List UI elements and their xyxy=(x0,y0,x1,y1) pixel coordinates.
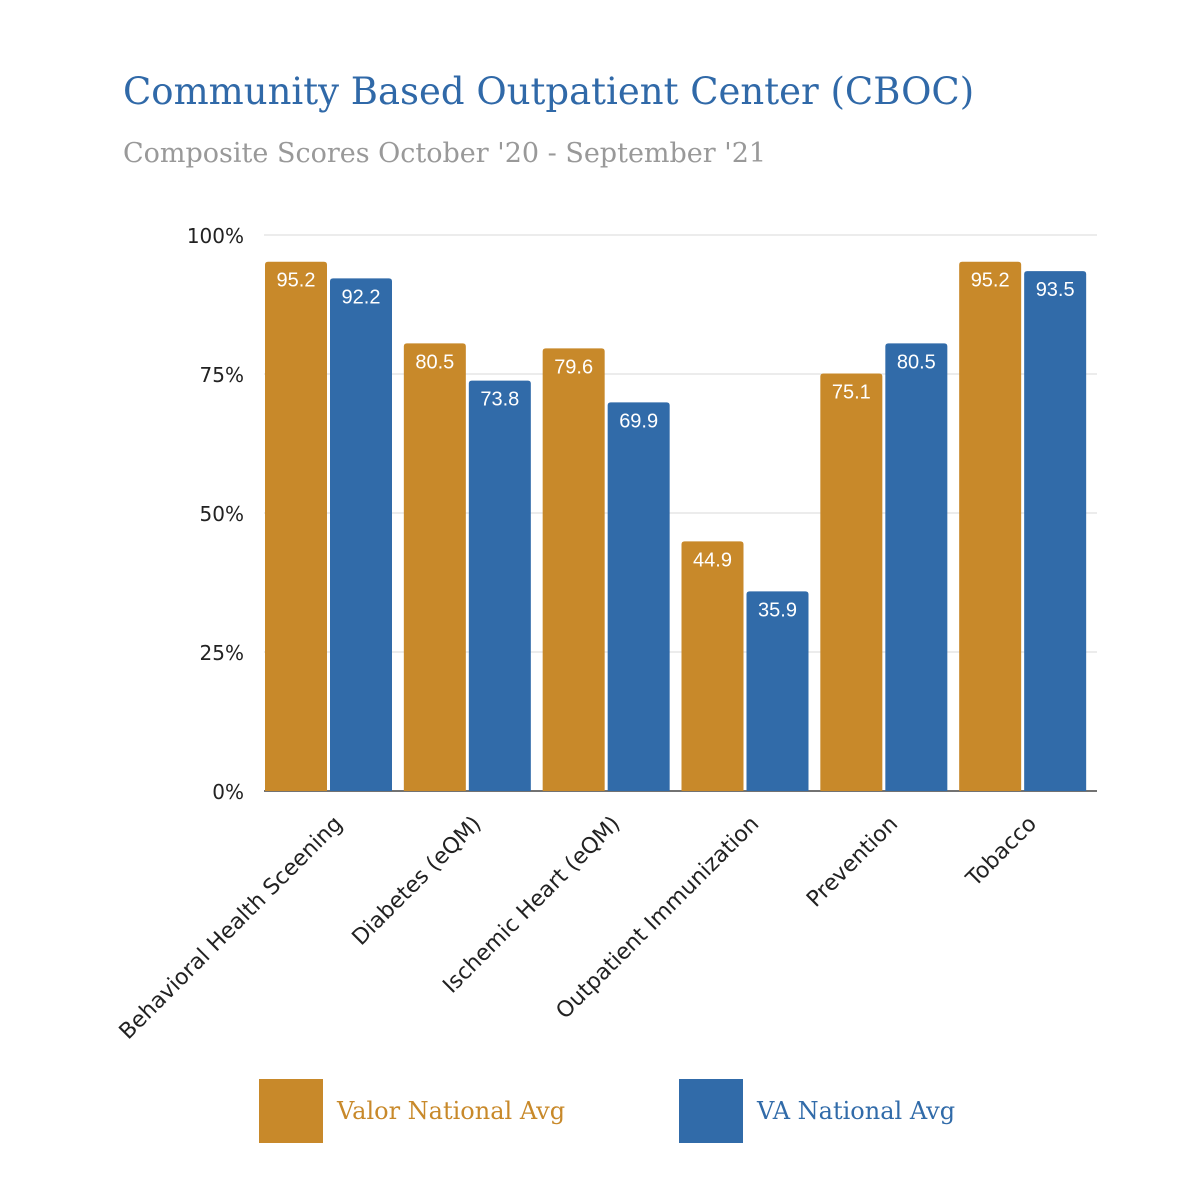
data-label: 35.9 xyxy=(758,599,797,621)
data-label: 79.6 xyxy=(554,356,593,378)
bar xyxy=(885,343,948,791)
y-tick-label: 50% xyxy=(200,502,244,526)
y-tick-label: 100% xyxy=(187,224,244,248)
data-label: 69.9 xyxy=(619,410,658,432)
y-tick-label: 25% xyxy=(200,641,244,665)
data-label: 73.8 xyxy=(480,389,519,411)
x-tick-label: Tobacco xyxy=(961,812,1042,893)
x-tick-label: Prevention xyxy=(802,812,903,913)
y-tick-label: 0% xyxy=(212,780,244,804)
data-label: 80.5 xyxy=(897,351,936,373)
bar xyxy=(468,380,531,791)
y-tick-label: 75% xyxy=(200,363,244,387)
bar xyxy=(330,278,392,791)
x-tick-label: Diabetes (eQM) xyxy=(348,812,487,951)
data-label: 95.2 xyxy=(971,270,1010,292)
bar xyxy=(542,348,605,791)
x-tick-label: Behavioral Health Sceening xyxy=(115,812,348,1045)
data-label: 93.5 xyxy=(1036,279,1075,301)
bar xyxy=(403,343,466,791)
bar xyxy=(607,402,670,791)
legend-item-valor: Valor National Avg xyxy=(259,1079,565,1143)
bar xyxy=(265,261,327,791)
chart-title: Community Based Outpatient Center (CBOC) xyxy=(123,70,975,113)
data-label: 80.5 xyxy=(415,351,454,373)
legend-label-va: VA National Avg xyxy=(757,1097,956,1125)
bar xyxy=(820,373,883,791)
bar xyxy=(681,541,744,791)
chart-subtitle: Composite Scores October '20 - September… xyxy=(123,138,767,169)
data-label: 92.2 xyxy=(342,286,381,308)
legend-swatch-va xyxy=(679,1079,743,1143)
legend-swatch-valor xyxy=(259,1079,323,1143)
bar xyxy=(746,591,809,791)
bar xyxy=(1024,271,1087,791)
legend-item-va: VA National Avg xyxy=(679,1079,955,1143)
data-label: 75.1 xyxy=(832,381,871,403)
legend-label-valor: Valor National Avg xyxy=(337,1097,566,1125)
bar xyxy=(959,261,1022,791)
data-label: 95.2 xyxy=(277,270,316,292)
data-label: 44.9 xyxy=(693,549,732,571)
